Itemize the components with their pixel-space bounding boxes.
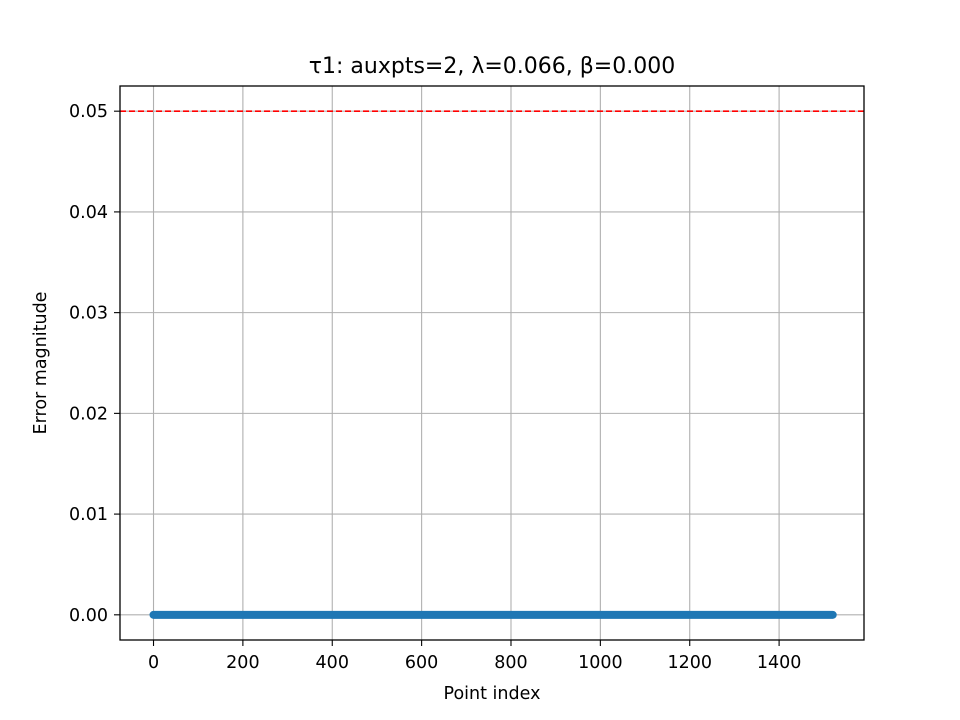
x-tick-label: 600 xyxy=(405,653,438,673)
x-axis: 0 200 400 600 800 1000 1200 1400 xyxy=(148,640,801,673)
y-tick-label: 0.04 xyxy=(69,203,108,223)
x-tick-label: 1200 xyxy=(667,653,712,673)
y-tick-label: 0.01 xyxy=(69,505,108,525)
x-tick-label: 0 xyxy=(148,653,159,673)
x-tick-label: 1000 xyxy=(578,653,623,673)
plot-area xyxy=(119,85,865,641)
y-tick-label: 0.03 xyxy=(69,304,108,324)
x-tick-label: 400 xyxy=(316,653,349,673)
y-tick-label: 0.02 xyxy=(69,404,108,424)
plot-background xyxy=(120,86,864,640)
x-axis-label: Point index xyxy=(444,684,541,704)
x-tick-label: 200 xyxy=(226,653,259,673)
y-axis: 0.00 0.01 0.02 0.03 0.04 0.05 xyxy=(69,102,120,626)
plot-frame xyxy=(119,85,865,641)
y-tick-label: 0.05 xyxy=(69,102,108,122)
x-tick-label: 800 xyxy=(494,653,527,673)
x-tick-label: 1400 xyxy=(757,653,802,673)
chart-title: τ1: auxpts=2, λ=0.066, β=0.000 xyxy=(309,54,675,79)
y-axis-label: Error magnitude xyxy=(31,292,51,435)
x-grid xyxy=(152,86,780,640)
y-tick-label: 0.00 xyxy=(69,606,108,626)
